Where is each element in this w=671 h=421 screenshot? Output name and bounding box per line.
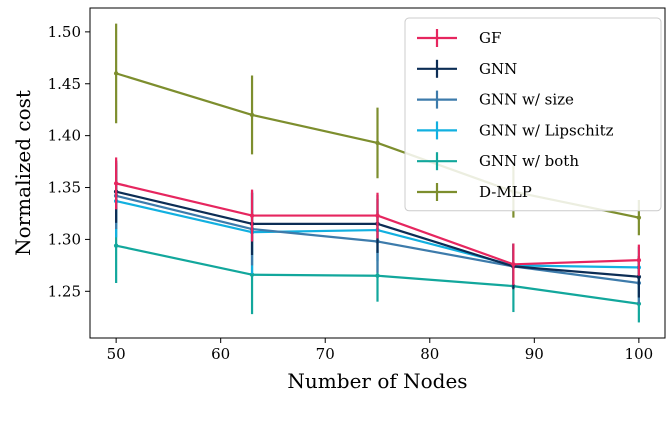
y-tick-label: 1.25 (48, 282, 81, 300)
legend-item: GF (417, 29, 501, 47)
legend-label: GF (479, 29, 501, 47)
legend-label: GNN w/ size (479, 91, 574, 109)
y-tick-label: 1.30 (48, 230, 81, 248)
y-axis: 1.25 1.30 1.35 1.40 1.45 1.50 (48, 23, 90, 300)
legend-label: GNN w/ Lipschitz (479, 121, 614, 139)
data-point (375, 273, 380, 278)
x-tick-label: 80 (420, 345, 439, 363)
y-tick-label: 1.50 (48, 23, 81, 41)
x-tick-label: 70 (316, 345, 335, 363)
x-tick-label: 100 (625, 345, 654, 363)
y-axis-title: Normalized cost (11, 90, 35, 256)
data-point (636, 257, 642, 263)
x-axis-title: Number of Nodes (287, 369, 467, 393)
data-point (511, 262, 516, 267)
data-point (375, 213, 380, 218)
x-tick-label: 50 (107, 345, 126, 363)
x-tick-label: 60 (211, 345, 230, 363)
legend-item: GNN w/ both (417, 152, 579, 171)
data-point (113, 181, 119, 186)
data-point (636, 215, 642, 220)
data-point (249, 112, 255, 118)
y-tick-label: 1.40 (48, 127, 81, 145)
legend-box (404, 17, 662, 212)
legend-item: D-MLP (417, 183, 532, 201)
x-axis: 50 60 70 80 90 100 (107, 338, 654, 363)
legend: GF GNN GNN w/ size GNN w/ Lipschitz GNN w/ b… (404, 17, 662, 212)
data-point (113, 243, 119, 248)
legend-label: D-MLP (479, 183, 532, 201)
series-gf (113, 157, 642, 286)
legend-label: GNN (479, 60, 517, 78)
plot-frame (89, 7, 666, 339)
legend-label: GNN w/ both (479, 152, 579, 170)
legend-item: GNN w/ size (417, 90, 574, 109)
legend-item: GNN w/ Lipschitz (417, 121, 614, 140)
legend-item: GNN (417, 59, 517, 78)
data-point (249, 213, 255, 218)
y-tick-label: 1.35 (48, 179, 81, 197)
data-point (113, 71, 119, 76)
y-tick-label: 1.45 (48, 75, 81, 93)
data-point (375, 140, 380, 146)
x-tick-label: 90 (525, 345, 544, 363)
